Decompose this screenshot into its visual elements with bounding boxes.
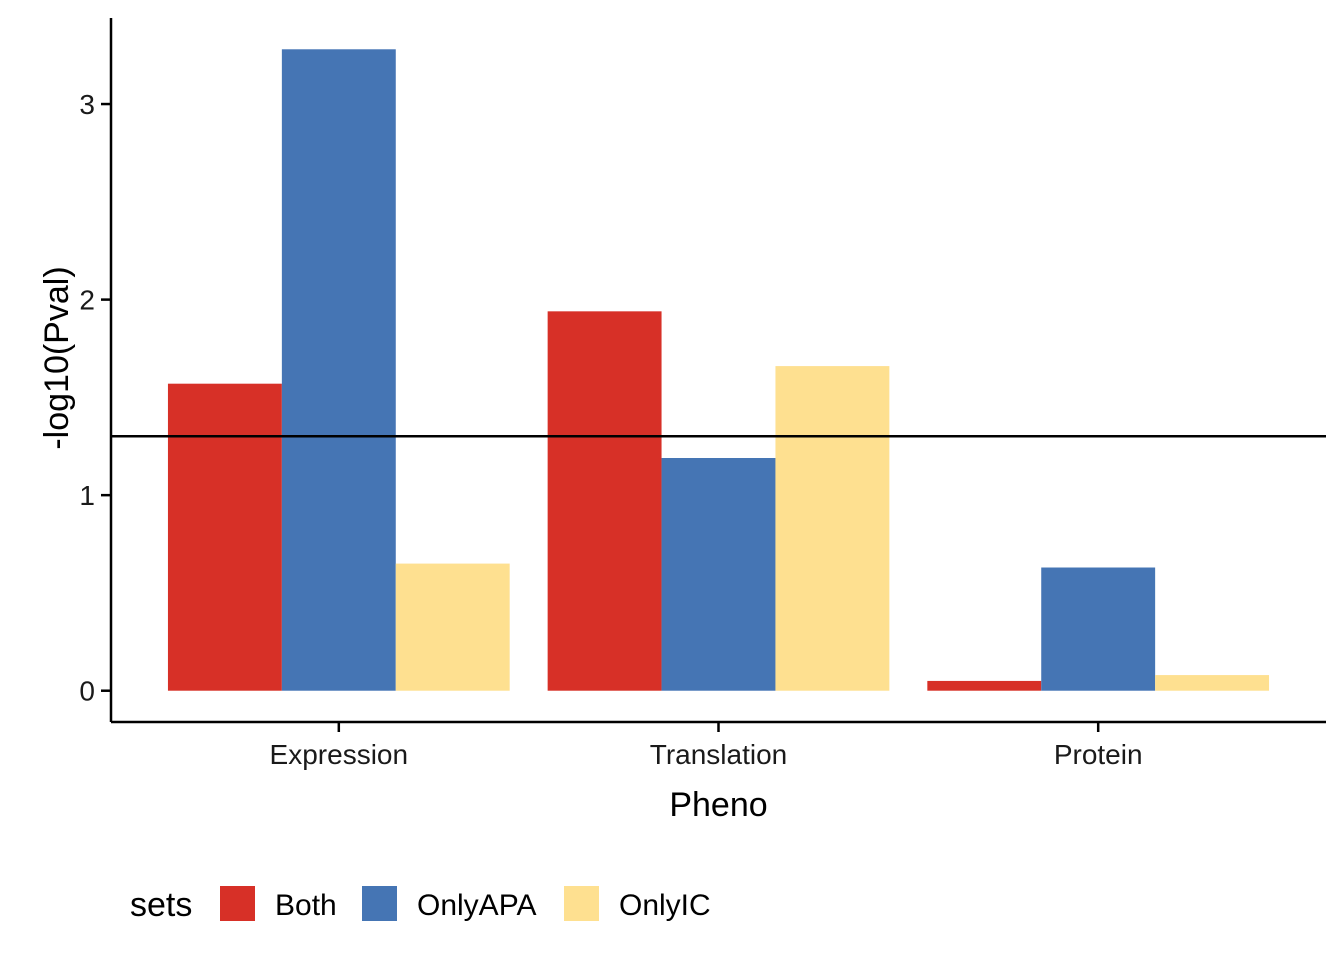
y-axis-title: -log10(Pval) bbox=[38, 266, 76, 449]
legend-label-onlyapa: OnlyAPA bbox=[417, 889, 537, 922]
x-tick-label: Expression bbox=[270, 739, 409, 770]
bar-expression-onlyapa bbox=[281, 49, 396, 691]
bar-expression-both bbox=[167, 383, 282, 691]
bar-protein-onlyapa bbox=[1041, 567, 1156, 691]
bar-translation-onlyapa bbox=[661, 458, 776, 691]
y-ticks-group: 0 1 2 3 bbox=[79, 89, 111, 707]
legend-key-onlyic bbox=[564, 886, 599, 921]
legend-label-both: Both bbox=[275, 889, 337, 922]
legend-label-onlyic: OnlyIC bbox=[619, 889, 711, 922]
x-tick-label: Translation bbox=[650, 739, 787, 770]
x-ticks-group: Expression Translation Protein bbox=[270, 722, 1143, 770]
bar-translation-both bbox=[547, 311, 662, 691]
legend-key-both bbox=[220, 886, 255, 921]
bar-protein-both bbox=[927, 680, 1042, 691]
bars-group bbox=[167, 49, 1270, 691]
x-tick-label: Protein bbox=[1054, 739, 1143, 770]
legend: sets Both OnlyAPA OnlyIC bbox=[130, 886, 711, 924]
y-tick-label: 1 bbox=[79, 480, 95, 511]
y-tick-label: 2 bbox=[79, 285, 95, 316]
legend-title: sets bbox=[130, 886, 192, 924]
legend-key-onlyapa bbox=[362, 886, 397, 921]
bar-expression-onlyic bbox=[395, 563, 510, 691]
x-axis-title: Pheno bbox=[669, 786, 767, 824]
y-tick-label: 3 bbox=[79, 89, 95, 120]
bar-translation-onlyic bbox=[775, 366, 890, 691]
bar-protein-onlyic bbox=[1155, 675, 1270, 691]
y-tick-label: 0 bbox=[79, 676, 95, 707]
